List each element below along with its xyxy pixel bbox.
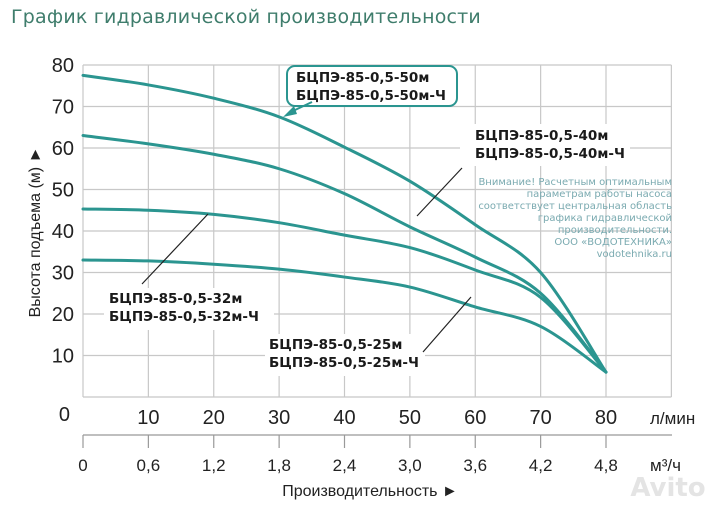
curve-series-0	[81, 73, 608, 374]
y-tick-label: 80	[52, 55, 74, 77]
series-label-40m: БЦПЭ-85-0,5-40м	[475, 128, 608, 144]
label-bg-40m	[460, 124, 630, 166]
x-tick-label: 10	[137, 407, 159, 429]
y-tick-label: 70	[52, 97, 74, 119]
label-bg-32m	[104, 288, 274, 330]
note-line: соответствует центральная область	[478, 201, 672, 212]
x-tick-label: 70	[530, 407, 552, 429]
curve-series-2	[81, 207, 608, 374]
series-label-25m-ch: БЦПЭ-85-0,5-25м-Ч	[269, 355, 419, 371]
y-tick-label: 50	[52, 180, 74, 202]
avito-watermark: Avito	[630, 473, 705, 503]
curve-series-3	[81, 258, 608, 374]
series-label-40m-ch: БЦПЭ-85-0,5-40м-Ч	[475, 146, 625, 162]
x-axis-label: Производительность ►	[282, 483, 458, 500]
leader-line-25m	[422, 296, 472, 353]
x2-tick-label: 1,2	[202, 456, 226, 475]
arrow-shaft	[294, 101, 313, 111]
x-tick-label: 40	[333, 407, 355, 429]
curve-series-1	[81, 134, 608, 374]
leader-line-40m	[416, 167, 463, 217]
x-tick-label: 50	[399, 407, 421, 429]
x2-tick-label: 3,6	[463, 456, 487, 475]
x-tick-label: 60	[464, 407, 486, 429]
x2-tick-label: 2,4	[333, 456, 357, 475]
label-box-50m	[286, 65, 458, 107]
x2-tick-label: 3,0	[398, 456, 422, 475]
y-tick-label: 30	[52, 263, 74, 285]
x2-tick-label: 0,6	[137, 456, 161, 475]
y-axis-label: Высота подъема (м) ►	[27, 147, 44, 318]
x-tick-label: 80	[595, 407, 617, 429]
series-label-50m-ch: БЦПЭ-85-0,5-50м-Ч	[296, 88, 446, 104]
note-line: параметрам работы насоса	[527, 189, 672, 200]
x-tick-label: 20	[203, 407, 225, 429]
x2-unit-label: м³/ч	[650, 456, 681, 475]
x2-tick-label: 1,8	[267, 456, 291, 475]
note-line: производительности.	[558, 225, 672, 236]
y-tick-label: 60	[52, 138, 74, 160]
y-tick-label: 10	[52, 346, 74, 368]
arrow-icon	[283, 106, 297, 117]
note-line: ООО «ВОДОТЕХНИКА»	[554, 237, 672, 248]
series-label-25m: БЦПЭ-85-0,5-25м	[269, 337, 402, 353]
y-tick-label: 40	[52, 221, 74, 243]
optimal-area-note: Внимание! Расчетным оптимальным параметр…	[478, 177, 672, 260]
leader-line-32m	[141, 213, 209, 285]
series-label-32m: БЦПЭ-85-0,5-32м	[109, 291, 242, 307]
x2-tick-label: 4,2	[529, 456, 553, 475]
note-line: vodotehnika.ru	[597, 249, 672, 260]
series-label-50m: БЦПЭ-85-0,5-50м	[296, 70, 429, 86]
x2-tick-label: 0	[78, 456, 87, 475]
note-line: Внимание! Расчетным оптимальным	[478, 177, 672, 188]
label-bg-25m	[265, 334, 425, 376]
note-line: графика гидравлической	[538, 213, 672, 224]
chart-title: График гидравлической производительности	[11, 6, 481, 28]
x-unit-label: л/мин	[650, 409, 695, 428]
x2-tick-label: 4,8	[594, 456, 618, 475]
x-tick-label: 30	[268, 407, 290, 429]
series-label-32m-ch: БЦПЭ-85-0,5-32м-Ч	[109, 309, 259, 325]
y-tick-label: 20	[52, 304, 74, 326]
y-tick-label: 0	[59, 404, 70, 426]
